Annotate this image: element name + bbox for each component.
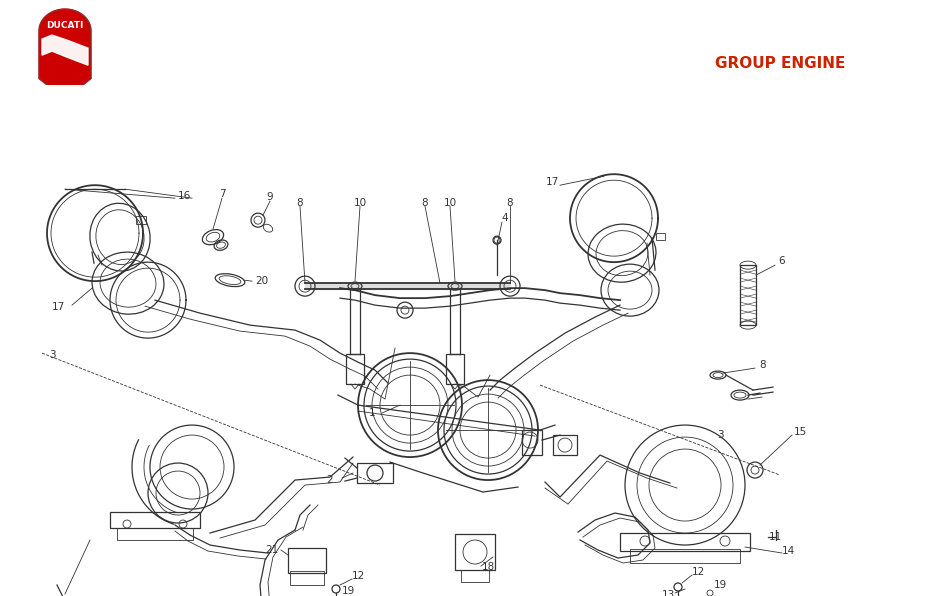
Bar — [288, 548, 326, 573]
Text: DUCATI: DUCATI — [46, 21, 83, 30]
Bar — [117, 528, 193, 540]
Text: 8: 8 — [422, 198, 428, 208]
Text: 6: 6 — [779, 256, 785, 266]
Text: 3: 3 — [717, 430, 723, 440]
Text: 8: 8 — [759, 360, 766, 370]
Text: 19: 19 — [341, 586, 354, 596]
Text: 13: 13 — [661, 590, 674, 596]
Bar — [446, 354, 464, 384]
Text: 4: 4 — [501, 213, 509, 223]
Bar — [656, 233, 665, 240]
Text: 12: 12 — [352, 571, 364, 581]
Bar — [136, 216, 146, 224]
Text: 8: 8 — [297, 198, 303, 208]
Text: 2: 2 — [327, 475, 333, 485]
Bar — [110, 512, 200, 528]
Text: 1: 1 — [369, 408, 376, 418]
Text: 7: 7 — [218, 189, 226, 199]
Text: GROUP ENGINE: GROUP ENGINE — [715, 55, 845, 71]
Bar — [740, 265, 756, 325]
Bar — [620, 533, 750, 551]
Bar — [290, 571, 324, 585]
Text: 17: 17 — [546, 177, 559, 187]
Bar — [346, 354, 364, 384]
Text: 10: 10 — [443, 198, 457, 208]
Text: 14: 14 — [782, 546, 795, 556]
Text: 12: 12 — [691, 567, 705, 577]
Text: 18: 18 — [481, 562, 495, 572]
Text: 15: 15 — [794, 427, 807, 437]
Text: 20: 20 — [255, 276, 268, 286]
Bar — [461, 570, 489, 582]
Bar — [455, 534, 495, 570]
Bar — [630, 549, 740, 563]
Text: 8: 8 — [507, 198, 513, 208]
Text: 19: 19 — [713, 580, 727, 590]
Text: 11: 11 — [769, 532, 782, 542]
Polygon shape — [39, 9, 91, 99]
Text: 21: 21 — [265, 545, 278, 555]
Bar — [553, 435, 577, 455]
Text: 9: 9 — [266, 192, 273, 202]
Bar — [357, 463, 393, 483]
Bar — [522, 430, 542, 455]
Text: 3: 3 — [49, 350, 56, 360]
Text: 17: 17 — [52, 302, 65, 312]
Text: DRAWING 016 - THROTTLE BODY [MOD:M696+ABS;XST:CAL,CDN]: DRAWING 016 - THROTTLE BODY [MOD:M696+AB… — [231, 24, 925, 42]
Text: 16: 16 — [178, 191, 191, 201]
Text: 10: 10 — [353, 198, 366, 208]
Polygon shape — [42, 35, 88, 65]
